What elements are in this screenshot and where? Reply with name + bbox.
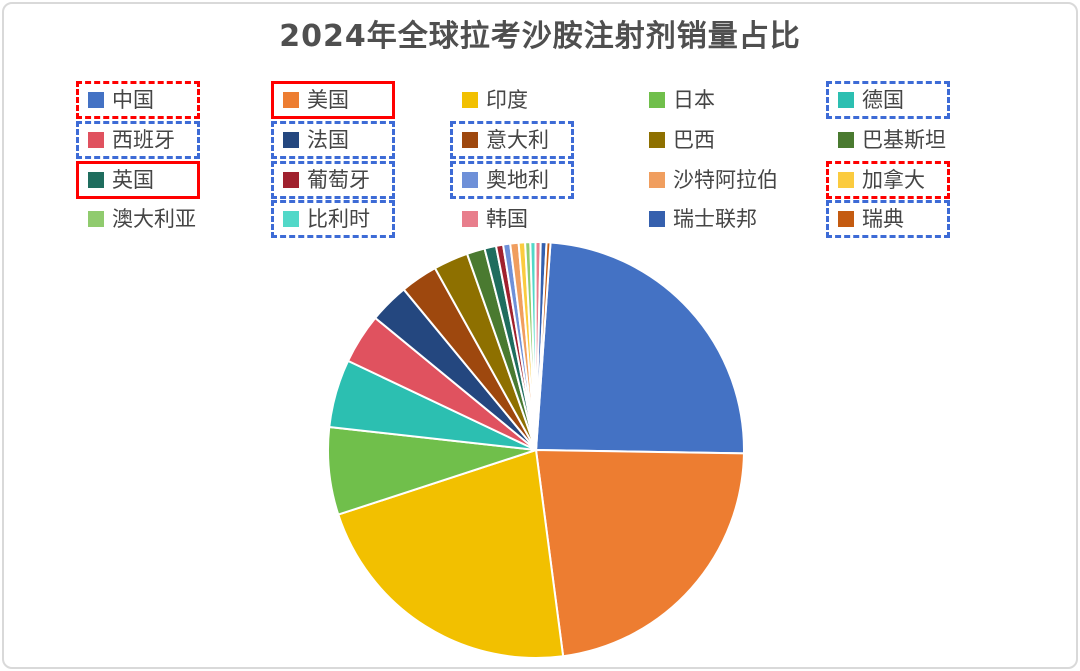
legend-item-label: 巴基斯坦 <box>862 127 946 152</box>
legend-swatch <box>649 211 665 227</box>
legend-swatch <box>283 211 299 227</box>
legend-item-澳大利亚: 澳大利亚 <box>76 200 207 238</box>
legend-item-label: 西班牙 <box>112 127 175 152</box>
legend-item-label: 韩国 <box>486 206 528 231</box>
pie-slice-瑞典 <box>535 241 552 451</box>
legend-swatch <box>462 132 478 148</box>
legend-item-label: 中国 <box>112 87 154 112</box>
legend-item-德国: 德国 <box>826 81 950 119</box>
legend-item-label: 巴西 <box>673 127 715 152</box>
legend-item-韩国: 韩国 <box>450 200 574 238</box>
legend-item-label: 瑞典 <box>862 206 904 231</box>
legend-swatch <box>283 172 299 188</box>
legend-item-label: 日本 <box>673 87 715 112</box>
legend-item-印度: 印度 <box>450 81 574 119</box>
legend-item-加拿大: 加拿大 <box>826 161 950 199</box>
legend-item-巴基斯坦: 巴基斯坦 <box>826 121 957 159</box>
legend-swatch <box>838 92 854 108</box>
legend-item-奥地利: 奥地利 <box>450 161 574 199</box>
legend-item-label: 英国 <box>112 167 154 192</box>
legend-item-巴西: 巴西 <box>637 121 761 159</box>
legend-item-label: 加拿大 <box>862 167 925 192</box>
legend-item-西班牙: 西班牙 <box>76 121 200 159</box>
legend-swatch <box>462 92 478 108</box>
legend-swatch <box>283 132 299 148</box>
legend-item-美国: 美国 <box>271 81 395 119</box>
legend-item-label: 法国 <box>307 127 349 152</box>
legend-swatch <box>649 172 665 188</box>
legend-item-日本: 日本 <box>637 81 761 119</box>
chart-title: 2024年全球拉考沙胺注射剂销量占比 <box>279 19 801 54</box>
legend-item-英国: 英国 <box>76 161 200 199</box>
legend-item-label: 澳大利亚 <box>112 206 196 231</box>
legend-item-label: 意大利 <box>486 127 549 152</box>
legend-item-label: 比利时 <box>307 206 370 231</box>
legend-item-瑞士联邦: 瑞士联邦 <box>637 200 768 238</box>
legend-item-葡萄牙: 葡萄牙 <box>271 161 395 199</box>
legend-item-label: 沙特阿拉伯 <box>673 167 778 192</box>
legend-item-label: 美国 <box>307 87 349 112</box>
legend-item-label: 葡萄牙 <box>307 167 370 192</box>
legend-swatch <box>462 211 478 227</box>
legend-item-label: 瑞士联邦 <box>673 206 757 231</box>
legend-swatch <box>88 211 104 227</box>
legend-swatch <box>88 132 104 148</box>
legend-swatch <box>88 172 104 188</box>
legend-item-中国: 中国 <box>76 81 200 119</box>
legend-item-瑞典: 瑞典 <box>826 200 950 238</box>
legend-item-label: 德国 <box>862 87 904 112</box>
legend-swatch <box>649 132 665 148</box>
legend-swatch <box>838 211 854 227</box>
legend-swatch <box>838 132 854 148</box>
legend-swatch <box>462 172 478 188</box>
legend-item-label: 印度 <box>486 87 528 112</box>
legend-item-比利时: 比利时 <box>271 200 395 238</box>
legend-item-沙特阿拉伯: 沙特阿拉伯 <box>637 161 789 199</box>
legend-item-法国: 法国 <box>271 121 395 159</box>
legend-swatch <box>649 92 665 108</box>
legend-item-label: 奥地利 <box>486 167 549 192</box>
legend-swatch <box>838 172 854 188</box>
pie-slice-美国 <box>535 449 745 658</box>
legend-item-意大利: 意大利 <box>450 121 574 159</box>
legend-swatch <box>88 92 104 108</box>
pie-slice-印度 <box>337 449 565 659</box>
legend-swatch <box>283 92 299 108</box>
pie-slice-中国 <box>535 241 745 455</box>
